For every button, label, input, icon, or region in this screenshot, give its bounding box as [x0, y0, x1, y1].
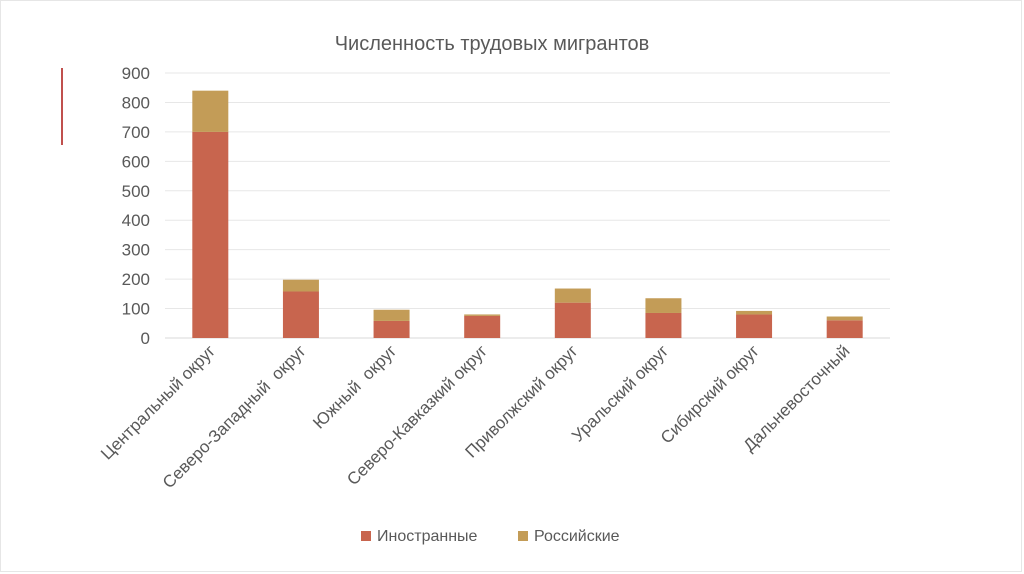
legend-label: Иностранные	[377, 528, 478, 545]
x-tick-label: Сибирский округ	[657, 341, 763, 447]
bar-russian	[192, 90, 229, 132]
bar-russian	[736, 310, 773, 315]
gridlines	[165, 72, 890, 339]
bar-foreign	[554, 302, 591, 338]
bar-russian	[554, 288, 591, 303]
y-axis: 0 100 200 300 400 500 600 700 800 900	[122, 64, 150, 348]
y-tick-label: 300	[122, 241, 150, 260]
x-tick-label: Северо-Западный округ	[159, 341, 310, 492]
y-tick-label: 800	[122, 93, 150, 112]
bar-russian	[464, 314, 501, 316]
bar-russian	[373, 309, 410, 321]
chart-title: Численность трудовых мигрантов	[335, 33, 650, 55]
bar-russian	[645, 298, 682, 313]
bar-russian	[826, 316, 863, 321]
y-tick-label: 100	[122, 300, 150, 319]
bar-foreign	[736, 314, 773, 338]
legend: Иностранные Российские	[361, 528, 620, 545]
legend-swatch	[518, 531, 528, 541]
y-tick-label: 600	[122, 152, 150, 171]
bar-foreign	[192, 131, 229, 338]
x-tick-label: Уральский округ	[568, 341, 672, 445]
bars	[192, 90, 863, 338]
y-tick-label: 700	[122, 123, 150, 142]
bar-foreign	[826, 320, 863, 338]
bar-foreign	[464, 315, 501, 338]
x-tick-label: Южный округ	[309, 341, 400, 432]
accent-rule	[61, 68, 63, 145]
y-tick-label: 0	[141, 329, 150, 348]
bar-russian	[282, 279, 319, 292]
bar-foreign	[645, 312, 682, 338]
y-tick-label: 500	[122, 182, 150, 201]
bar-foreign	[373, 320, 410, 338]
y-tick-label: 200	[122, 270, 150, 289]
legend-label: Российские	[534, 528, 620, 545]
legend-swatch	[361, 531, 371, 541]
bar-foreign	[282, 291, 319, 338]
y-tick-label: 900	[122, 64, 150, 83]
y-tick-label: 400	[122, 211, 150, 230]
